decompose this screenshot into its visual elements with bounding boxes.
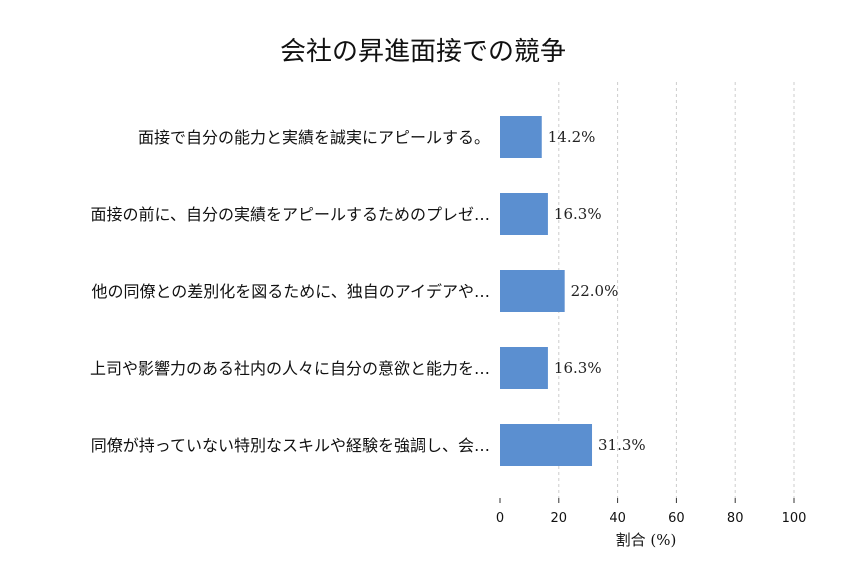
bar [500, 116, 542, 158]
bar [500, 193, 548, 235]
x-tick-label: 0 [496, 511, 504, 526]
x-tick-label: 20 [551, 511, 568, 526]
category-label: 同僚が持っていない特別なスキルや経験を強調し、会… [91, 436, 490, 455]
bar [500, 347, 548, 389]
category-label: 他の同僚との差別化を図るために、独自のアイデアや… [91, 282, 490, 301]
data-label: 16.3% [554, 359, 602, 377]
category-label: 上司や影響力のある社内の人々に自分の意欲と能力を… [90, 359, 490, 378]
data-labels: 14.2% 16.3% 22.0% 16.3% 31.3% [548, 128, 646, 454]
x-tick-label: 40 [609, 511, 626, 526]
data-label: 16.3% [554, 205, 602, 223]
x-axis-ticks: 0 20 40 60 80 100 [496, 498, 807, 526]
x-tick-label: 100 [782, 511, 807, 526]
bar [500, 270, 565, 312]
category-label: 面接の前に、自分の実績をアピールするためのプレゼ… [90, 205, 490, 224]
bars [500, 116, 593, 466]
chart-title: 会社の昇進面接での競争 [280, 37, 566, 67]
x-tick-label: 80 [727, 511, 744, 526]
data-label: 14.2% [548, 128, 596, 146]
x-tick-label: 60 [668, 511, 685, 526]
category-labels: 面接で自分の能力と実績を誠実にアピールする。面接の前に、自分の実績をアピールする… [90, 128, 490, 455]
data-label: 22.0% [571, 282, 619, 300]
x-axis-title: 割合 (%) [616, 531, 677, 549]
bar [500, 424, 593, 466]
category-label: 面接で自分の能力と実績を誠実にアピールする。 [138, 128, 490, 147]
data-label: 31.3% [598, 436, 646, 454]
